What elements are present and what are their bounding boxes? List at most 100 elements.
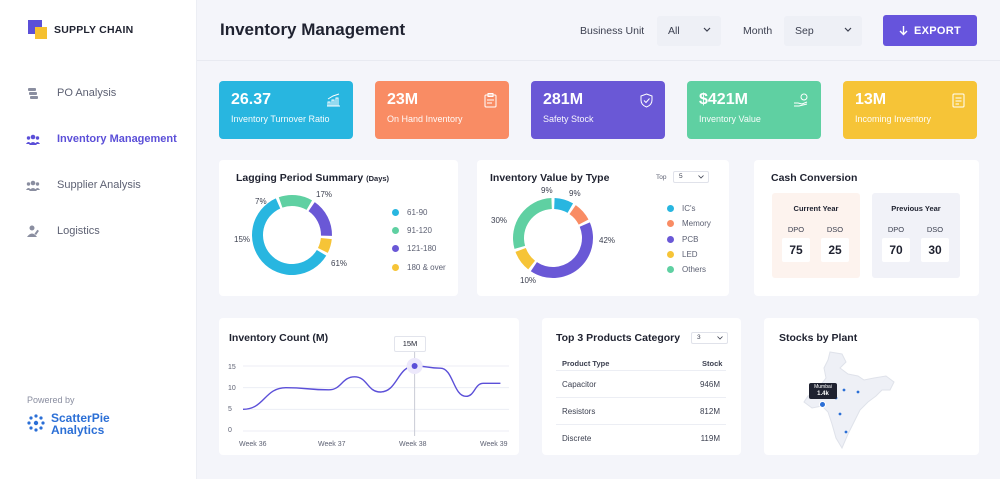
lagging-period-title: Lagging Period Summary (Days) [236,172,390,184]
top-products-panel [542,318,741,455]
month-value: Sep [795,25,814,37]
cash-conversion-title: Cash Conversion [771,172,858,184]
people-icon [26,178,40,192]
partner-logo: ScatterPie Analytics [26,412,110,436]
top-products-select[interactable]: 3 [691,332,728,344]
donut-slice-ic-s[interactable] [554,198,574,213]
people-icon [26,132,40,146]
top-n-select[interactable]: 5 [673,171,709,183]
dpo-label: DPO [887,225,905,234]
previous-year-box: Previous Year DPO DSO 70 30 [872,193,960,278]
value-pct-others: 30% [491,216,508,225]
lagging-pct-91-120: 15% [234,235,251,244]
kpi-value: 23M [387,91,419,108]
product-type-cell: Resistors [562,407,596,416]
current-year-label: Current Year [793,204,839,213]
stocks-by-plant-title: Stocks by Plant [779,332,858,344]
month-select[interactable]: Sep [784,16,862,46]
product-type-cell: Discrete [562,434,592,443]
top-products-title: Top 3 Products Category [556,332,681,344]
inventory-count-line-chart [242,352,509,436]
product-type-cell: Capacitor [562,380,597,389]
donut-slice-pcb[interactable] [530,222,593,278]
kpi-incoming-inventory: 13M Incoming Inventory [843,81,977,139]
table-row[interactable]: Discrete 119M [556,424,726,451]
growth-chart-icon [327,93,340,107]
page-title: Inventory Management [220,20,406,39]
chevron-down-icon [703,27,711,32]
column-header-product-type: Product Type [562,359,610,368]
sidebar-item-po-analysis[interactable]: PO Analysis [0,70,197,116]
stack-icon [26,86,40,100]
donut-slice-121-180[interactable] [308,202,332,236]
legend-swatch [392,209,399,216]
partner-name-line1: ScatterPie [51,411,110,425]
y-tick-label: 5 [228,406,232,413]
donut-slice-others[interactable] [513,198,552,249]
business-unit-select[interactable]: All [657,16,721,46]
export-button[interactable]: EXPORT [883,15,977,46]
chart-tooltip: 15M [394,336,426,352]
x-tick-label: Week 38 [399,441,427,448]
legend-swatch [667,205,674,212]
data-point[interactable] [411,363,418,369]
legend-item: Memory [667,219,711,228]
clipboard-icon [484,93,497,108]
dso-label: DSO [826,225,844,234]
kpi-on-hand-inventory: 23M On Hand Inventory [375,81,509,139]
current-dso-value: 25 [821,238,849,262]
legend-item: 121-180 [392,244,436,253]
user-edit-icon [26,224,40,238]
previous-year-label: Previous Year [891,204,941,213]
y-tick-label: 15 [228,364,236,371]
sidebar: SUPPLY CHAIN PO Analysis Inventory Manag… [0,0,197,479]
kpi-value: 26.37 [231,91,272,108]
chevron-down-icon [698,175,704,179]
map-marker-mumbai[interactable] [819,401,826,408]
kpi-label: Inventory Value [699,114,761,124]
top-products-select-value: 3 [697,334,701,341]
donut-slice-61-90[interactable] [252,198,327,275]
chevron-down-icon [717,336,723,340]
kpi-label: Safety Stock [543,114,594,124]
table-row[interactable]: Resistors 812M [556,397,726,424]
stock-cell: 946M [699,380,720,389]
donut-slice-memory[interactable] [569,205,589,225]
x-tick-label: Week 36 [239,441,267,448]
document-icon [952,93,965,108]
current-year-box: Current Year DPO DSO 75 25 [772,193,860,278]
lagging-donut-chart [252,195,332,275]
sidebar-item-label: Supplier Analysis [57,179,141,191]
donut-slice-91-120[interactable] [278,195,313,210]
chevron-down-icon [844,27,852,32]
download-arrow-icon [899,25,908,35]
lagging-pct-121-180: 17% [316,190,333,199]
legend-item: PCB [667,235,698,244]
header-divider [197,60,1000,61]
legend-item: 180 & over [392,263,446,272]
sidebar-item-inventory-management[interactable]: Inventory Management [0,116,197,162]
map-tooltip-value: 1.4k [817,391,829,397]
table-row[interactable]: Capacitor 946M [556,370,726,397]
kpi-safety-stock: 281M Safety Stock [531,81,665,139]
current-dpo-value: 75 [782,238,810,262]
legend-item: Others [667,265,706,274]
kpi-value: 13M [855,91,887,108]
month-label: Month [743,25,773,37]
legend-swatch [667,220,674,227]
legend-swatch [667,236,674,243]
sidebar-item-logistics[interactable]: Logistics [0,208,197,254]
brand-logo-icon [28,20,48,40]
kpi-label: On Hand Inventory [387,114,463,124]
donut-slice-led[interactable] [515,248,536,270]
dpo-label: DPO [787,225,805,234]
shield-check-icon [640,93,653,108]
donut-slice-180-over[interactable] [317,237,332,253]
inventory-count-title: Inventory Count (M) [229,332,329,344]
column-header-stock: Stock [702,359,723,368]
kpi-inventory-value: $421M Inventory Value [687,81,821,139]
sidebar-item-supplier-analysis[interactable]: Supplier Analysis [0,162,197,208]
scatterpie-logo-icon [27,414,45,432]
business-unit-value: All [668,25,680,37]
map-tooltip: Mumbai 1.4k [809,383,837,399]
